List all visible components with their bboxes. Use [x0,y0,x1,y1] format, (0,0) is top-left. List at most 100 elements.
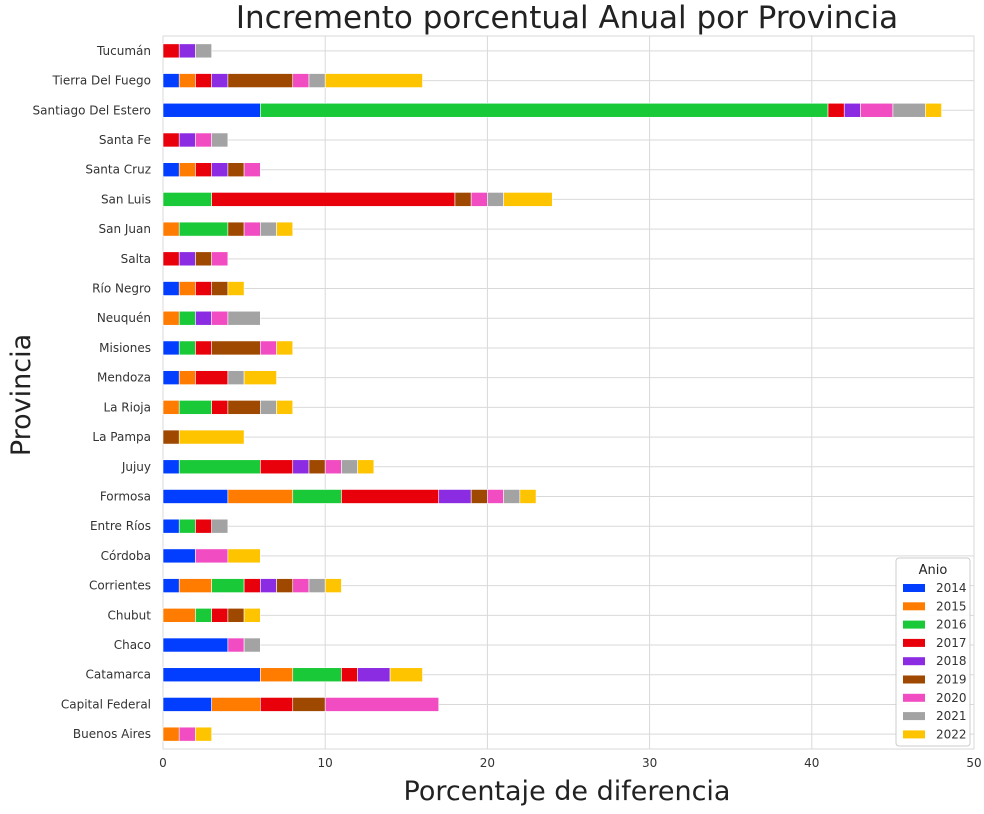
legend-swatch [903,638,925,647]
bar-segment [195,340,212,356]
bar-segment [162,518,180,534]
bar-segment [211,192,456,207]
x-tick-label: 30 [642,756,657,770]
bar-segment [357,667,391,683]
bar-segment [260,400,277,415]
chart-title: Incremento porcentual Anual por Provinci… [236,0,898,36]
bar-segment [487,192,504,207]
bars [162,43,942,742]
bar-segment [341,667,358,683]
x-axis-label: Porcentaje de diferencia [404,776,731,807]
bar-segment [162,281,180,296]
bar-segment [178,578,212,593]
bar-segment [243,162,261,177]
legend-swatch [903,584,925,592]
bar-segment [925,102,942,118]
bar-segment [162,102,261,118]
bar-segment [195,162,212,177]
legend-label: 2022 [936,727,967,741]
bar-segment [292,697,326,712]
bar-segment [260,340,277,356]
bar-segment [178,73,196,88]
legend-swatch [903,693,925,702]
bar-segment [162,726,180,742]
bar-segment [487,489,504,504]
bar-segment [227,162,245,177]
bar-segment [162,340,180,356]
bar-segment [227,73,294,88]
y-tick-label: Capital Federal [61,697,151,711]
legend-items: 2014 2015 2016 2017 2018 2019 2020 2021 2022 [903,581,967,741]
bar-segment [243,578,261,593]
bar-segment [162,637,229,653]
y-tick-label: Buenos Aires [73,727,151,741]
bar-segment [227,310,261,326]
bar-segment [211,162,229,177]
bar-segment [195,726,212,742]
bar-segment [178,340,196,356]
bar-segment [243,370,277,385]
bar-segment [308,459,326,475]
y-tick-label: San Juan [99,222,152,236]
bar-segment [227,489,294,504]
y-tick-label: La Pampa [92,430,151,444]
y-tick-label: Salta [121,252,151,266]
bar-segment [162,697,212,712]
bar-segment [178,429,245,445]
bar-segment [308,578,326,593]
bar-segment [178,221,229,237]
bar-segment [178,251,196,267]
bar-segment [243,221,261,237]
legend-label: 2018 [936,654,967,668]
x-tick-label: 0 [159,756,167,770]
bar-segment [195,251,212,267]
bar-segment [178,726,196,742]
bar-segment [211,340,261,356]
bar-segment [178,400,212,415]
legend-swatch [903,620,925,629]
bar-segment [178,370,196,385]
bar-segment [389,667,423,683]
y-axis-label: Provincia [6,334,37,456]
bar-segment [227,370,245,385]
bar-segment [195,132,212,148]
bar-segment [324,73,423,88]
y-tick-label: Río Negro [92,282,151,296]
bar-segment [162,608,196,623]
legend-label: 2021 [936,709,967,723]
x-tick-label: 40 [804,756,819,770]
legend-swatch [903,657,925,666]
bar-segment [162,251,180,267]
bar-segment [195,370,229,385]
bar-segment [178,281,196,296]
bar-segment [308,73,326,88]
legend-label: 2015 [936,599,967,613]
y-tick-label: San Luis [101,192,151,206]
bar-segment [292,578,310,593]
bar-segment [519,489,537,504]
y-tick-label: Misiones [99,341,151,355]
bar-segment [827,102,845,118]
bar-segment [195,518,212,534]
plot-area [162,35,975,750]
bar-segment [260,459,294,475]
y-tick-label: Chubut [107,608,151,622]
bar-segment [162,400,180,415]
bar-segment [227,221,245,237]
bar-segment [162,162,180,177]
bar-segment [292,73,310,88]
bar-segment [162,310,180,326]
bar-segment [211,251,229,267]
legend-swatch [903,602,925,611]
bar-segment [503,192,553,207]
bar-segment [860,102,894,118]
bar-segment [324,578,342,593]
bar-segment [292,459,310,475]
legend-label: 2014 [936,581,967,595]
bar-segment [195,548,229,564]
bar-segment [178,132,196,148]
bar-segment [178,43,196,59]
bar-segment [162,489,229,504]
y-tick-label: Formosa [100,489,151,503]
bar-segment [178,459,261,475]
